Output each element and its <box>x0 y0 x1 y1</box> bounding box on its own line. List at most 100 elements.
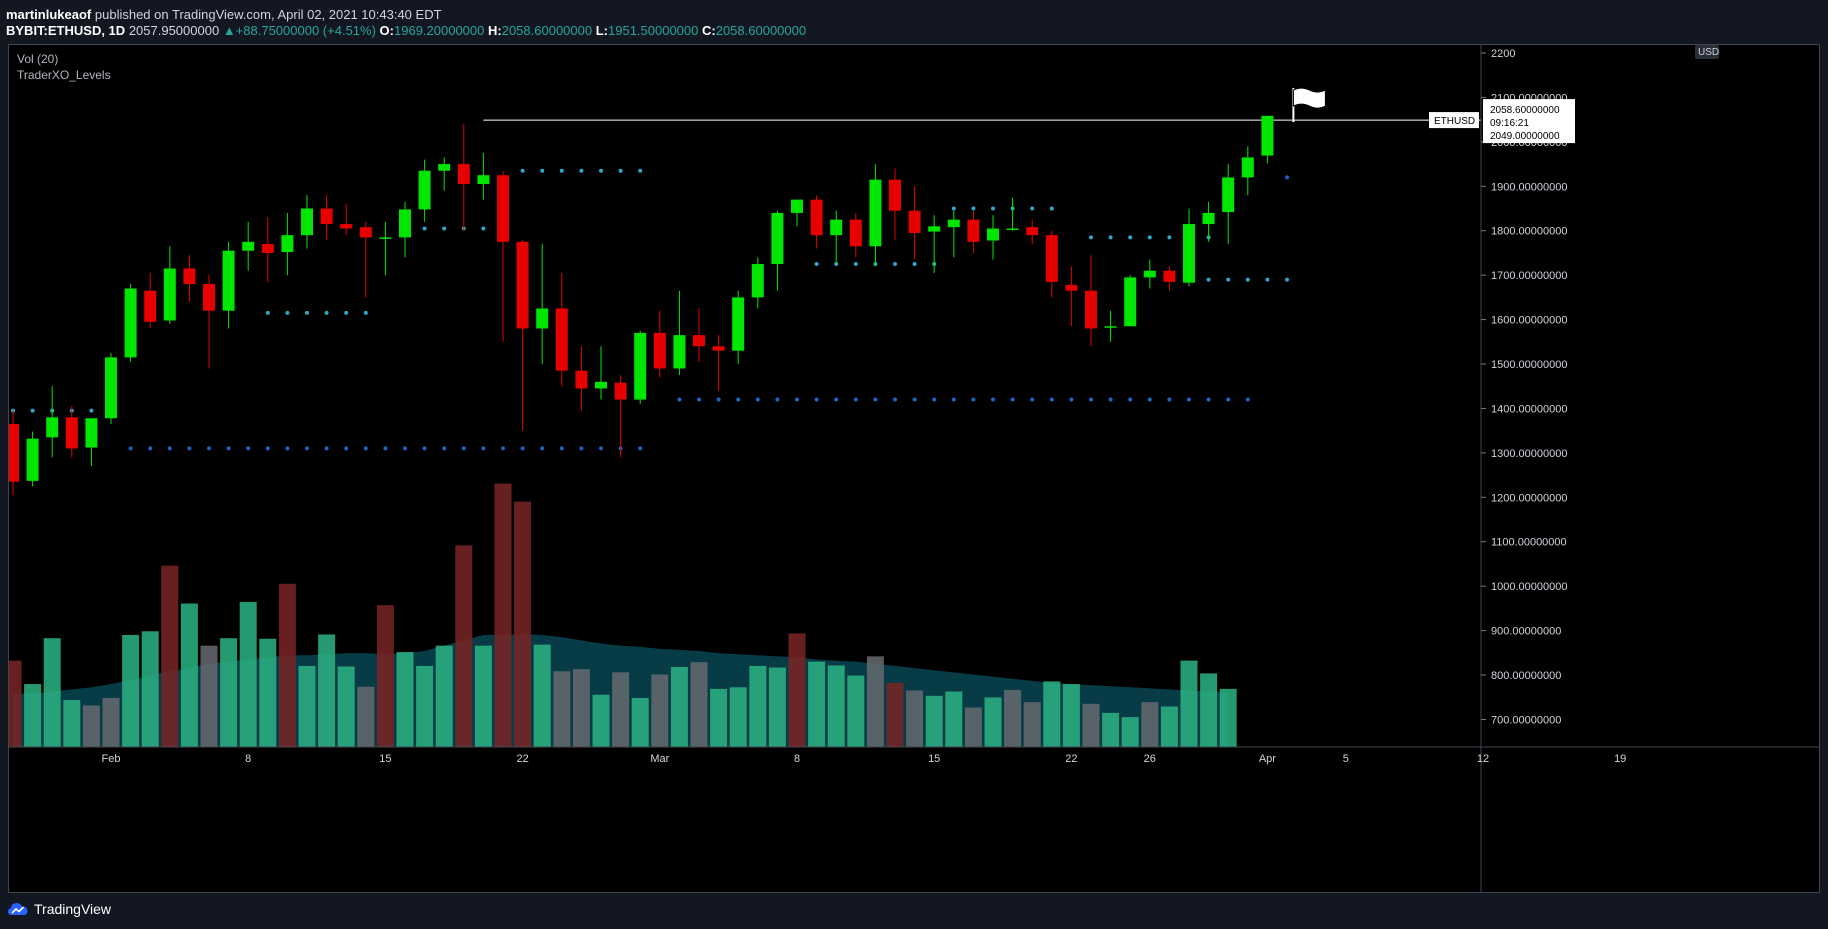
candle-body <box>399 209 411 238</box>
candle-body <box>1183 224 1195 283</box>
level-dot <box>1245 397 1250 402</box>
candle-body <box>673 335 686 369</box>
candle-body <box>1104 326 1117 328</box>
price-tick-label: 700.00000000 <box>1491 714 1561 726</box>
level-dot <box>893 262 897 267</box>
volume-bar <box>1043 681 1061 747</box>
volume-bar <box>416 665 434 747</box>
candle-body <box>497 175 509 242</box>
high-value: 2058.60000000 <box>501 23 593 38</box>
candle-body <box>1261 115 1274 156</box>
candle-body <box>320 208 333 225</box>
level-dot <box>1245 277 1250 282</box>
candle-body <box>222 250 235 311</box>
volume-bar <box>1004 689 1022 747</box>
time-tick-label: 26 <box>1144 753 1156 765</box>
volume-bar <box>612 672 630 747</box>
candle-body <box>203 284 215 311</box>
candle-body <box>281 235 294 253</box>
candle-body <box>889 179 901 211</box>
candlestick-chart[interactable]: 700.00000000 800.00000000 900.00000000 1000… <box>9 45 1819 892</box>
price-tick-label: 1600.00000000 <box>1491 315 1567 327</box>
publish-info: martinlukeaof published on TradingView.c… <box>6 7 442 22</box>
candles <box>9 115 1274 496</box>
level-dot <box>30 408 35 413</box>
brand-name: TradingView <box>34 901 112 917</box>
up-arrow-icon: ▲ <box>222 23 236 38</box>
price-tick-label: 1500.00000000 <box>1491 359 1567 371</box>
level-dot <box>951 397 956 402</box>
level-dot <box>912 262 917 267</box>
indicator-legend[interactable]: TraderXO_Levels <box>17 68 111 82</box>
level-dot <box>422 226 427 231</box>
level-dot <box>795 397 799 402</box>
level-dot <box>1010 397 1015 402</box>
level-dot <box>1030 206 1035 211</box>
publisher-name[interactable]: martinlukeaof <box>6 7 92 22</box>
level-dot <box>1049 397 1054 402</box>
level-dot <box>128 446 133 451</box>
level-dot <box>834 397 839 402</box>
level-dot <box>383 446 388 451</box>
price-tick-label: 1700.00000000 <box>1491 270 1567 282</box>
volume-bar <box>906 690 924 747</box>
level-dot <box>814 397 819 402</box>
volume-bar <box>1219 688 1237 747</box>
last-price-countdown: 09:16:21 <box>1490 118 1529 129</box>
level-dot <box>1147 397 1152 402</box>
level-dot <box>559 168 564 173</box>
time-tick-label: 15 <box>379 753 391 765</box>
symbol-label[interactable]: BYBIT:ETHUSD, 1D <box>6 23 126 38</box>
level-dot <box>520 168 525 173</box>
level-dots <box>11 168 1289 451</box>
volume-bar <box>82 705 100 747</box>
level-dot <box>579 446 584 451</box>
volume-bar <box>572 669 590 747</box>
volume-bar <box>925 695 943 747</box>
level-dot <box>1226 397 1231 402</box>
level-dot <box>1108 397 1113 402</box>
candle-body <box>65 417 78 449</box>
level-dot <box>246 446 251 451</box>
level-dot <box>540 168 545 173</box>
price-tick-label: 1400.00000000 <box>1491 403 1567 415</box>
close-value: 2058.60000000 <box>715 23 807 38</box>
last-price-second_price_tag: 2049.00000000 <box>1490 131 1560 142</box>
currency-badge-bg <box>1695 45 1719 59</box>
chart-pane[interactable]: 700.00000000 800.00000000 900.00000000 1000… <box>8 44 1820 893</box>
volume-bar <box>122 635 140 747</box>
footer-bar: TradingView <box>0 893 1828 929</box>
volume-legend[interactable]: Vol (20) <box>17 52 59 66</box>
level-dot <box>873 397 878 402</box>
volume-bar <box>24 684 42 747</box>
price-tick-label: 1100.00000000 <box>1491 537 1567 549</box>
level-dot <box>442 226 447 231</box>
candle-body <box>928 226 941 232</box>
candle-body <box>712 346 725 351</box>
level-dot <box>755 397 760 402</box>
volume-bar <box>396 652 414 747</box>
price-change: +88.75000000 (+4.51%) <box>235 23 376 38</box>
candle-body <box>1006 228 1019 230</box>
candle-body <box>26 438 39 481</box>
candle-body <box>810 199 823 236</box>
candle-body <box>575 370 588 389</box>
volume-bar <box>729 687 747 747</box>
candle-body <box>1026 227 1039 236</box>
chart-header: martinlukeaof published on TradingView.c… <box>0 0 1828 44</box>
level-dot <box>324 446 329 451</box>
candle-body <box>771 212 784 265</box>
candle-body <box>555 308 568 371</box>
candle-body <box>457 164 470 185</box>
price-tick-label: 1800.00000000 <box>1491 226 1567 238</box>
level-dot <box>1089 235 1093 240</box>
tradingview-logo[interactable]: TradingView <box>8 901 111 917</box>
level-dot <box>1147 235 1152 240</box>
level-dot <box>1128 397 1133 402</box>
volume-bar <box>9 660 22 747</box>
volume-bar <box>592 694 610 747</box>
volume-bar <box>533 644 551 747</box>
volume-bar <box>749 665 767 747</box>
level-dot <box>344 310 349 315</box>
volume-bar <box>1062 684 1080 747</box>
